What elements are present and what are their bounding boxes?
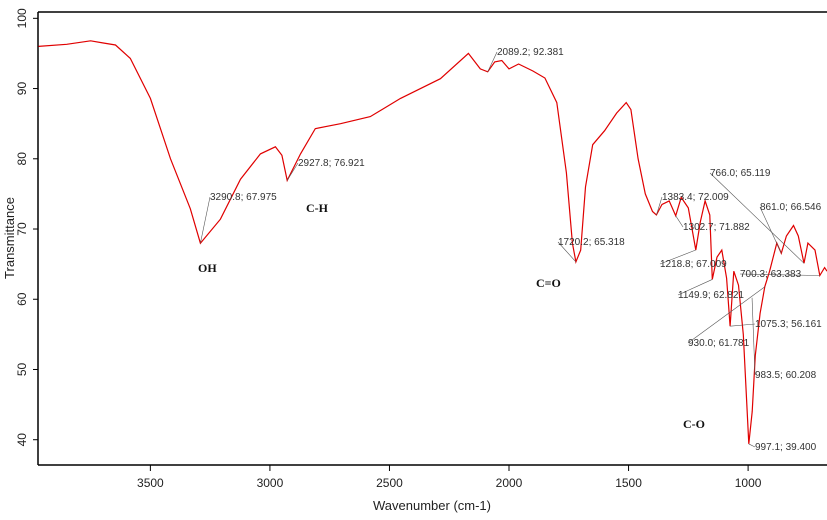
x-tick-label: 2000 — [496, 476, 523, 490]
x-tick-label: 3500 — [137, 476, 164, 490]
x-tick-label: 3000 — [257, 476, 284, 490]
annotation: 1383.4; 72.009 — [662, 192, 729, 203]
annotation: 700.3; 63.383 — [740, 269, 802, 280]
y-tick-label: 80 — [15, 152, 29, 166]
y-tick-label: 60 — [15, 292, 29, 306]
x-tick-label: 1500 — [615, 476, 642, 490]
annotation-leader — [487, 51, 498, 72]
x-tick-label: 2500 — [376, 476, 403, 490]
annotation-leader — [200, 196, 211, 244]
annotation-leader — [759, 206, 782, 254]
annotation-leader — [659, 249, 696, 265]
annotation: 1149.9; 62.821 — [678, 290, 744, 301]
y-axis-label: Transmittance — [2, 197, 17, 279]
annotation-leader — [709, 172, 805, 264]
annotation: 2927.8; 76.921 — [298, 158, 365, 169]
annotation: 861.0; 66.546 — [760, 202, 822, 213]
group-label: C-O — [683, 417, 705, 431]
x-tick-label: 1000 — [735, 476, 762, 490]
annotation: 930.0; 61.781 — [688, 338, 750, 349]
annotation-leader — [677, 279, 713, 296]
annotation-leader — [557, 241, 577, 263]
annotation: 1302.7; 71.882 — [683, 222, 750, 233]
annotation-leader — [675, 215, 684, 228]
annotation: 997.1; 39.400 — [755, 442, 817, 453]
group-label: C-H — [306, 201, 329, 215]
annotation: 1218.8; 67.009 — [660, 259, 727, 270]
y-tick-label: 50 — [15, 362, 29, 376]
annotation-leader — [656, 196, 663, 215]
annotation-leader — [739, 273, 820, 276]
spectrum-line — [38, 40, 827, 444]
y-tick-label: 90 — [15, 82, 29, 96]
annotation: 3290.8; 67.975 — [210, 192, 277, 203]
y-tick-label: 40 — [15, 433, 29, 447]
y-tick-label: 70 — [15, 222, 29, 236]
annotation-leader — [751, 297, 756, 376]
annotation-leader — [286, 162, 299, 181]
annotation-leader — [687, 286, 766, 344]
x-axis-label: Wavenumber (cm-1) — [373, 498, 491, 513]
annotation: 1720.2; 65.318 — [558, 237, 625, 248]
annotation: 766.0; 65.119 — [710, 168, 771, 179]
y-tick-label: 100 — [15, 8, 29, 28]
annotation: 983.5; 60.208 — [755, 370, 817, 381]
annotation-leader — [748, 443, 756, 448]
annotation: 2089.2; 92.381 — [497, 47, 564, 58]
annotation: 1075.3; 56.161 — [755, 319, 822, 330]
group-label: OH — [198, 261, 217, 275]
group-label: C=O — [536, 276, 561, 290]
annotation-leader — [730, 323, 756, 327]
